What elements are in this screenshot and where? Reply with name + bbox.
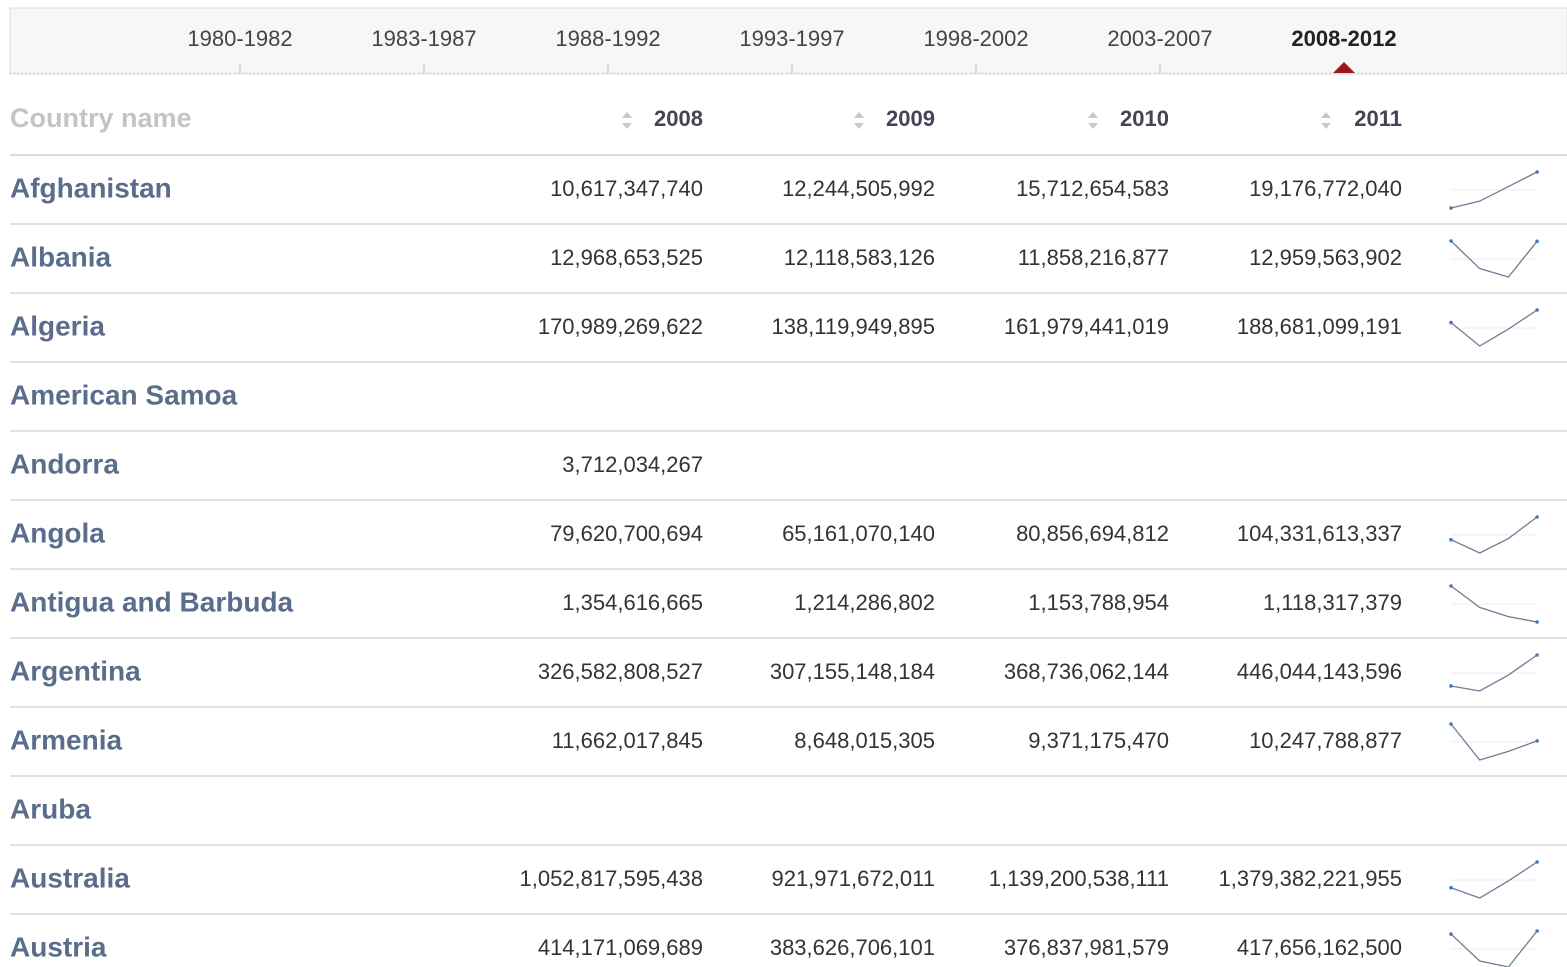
sort-icon: [1321, 112, 1331, 129]
sparkline-dot: [1535, 515, 1539, 519]
selected-marker: [1333, 62, 1355, 73]
value-cell: 10,617,347,740: [550, 176, 703, 201]
year-header[interactable]: 2008: [654, 106, 703, 131]
value-cell: 170,989,269,622: [538, 314, 703, 339]
value-cell: 1,139,200,538,111: [989, 866, 1169, 891]
sparkline-dot: [1535, 170, 1539, 174]
sparkline-dot: [1449, 239, 1453, 243]
value-cell: 1,354,616,665: [562, 590, 703, 615]
sparkline-dot: [1535, 308, 1539, 312]
sparkline-dot: [1535, 929, 1539, 933]
value-cell: 11,858,216,877: [1018, 245, 1169, 270]
sparkline-dot: [1535, 620, 1539, 624]
sparkline-dot: [1449, 537, 1453, 542]
sort-icon: [622, 112, 632, 129]
value-cell: 3,712,034,267: [562, 452, 703, 477]
year-header[interactable]: 2011: [1354, 106, 1402, 131]
sparkline-dot: [1449, 206, 1453, 210]
country-name[interactable]: Armenia: [10, 724, 122, 755]
value-cell: 921,971,672,011: [771, 866, 935, 891]
value-cell: 19,176,772,040: [1249, 176, 1402, 201]
country-name[interactable]: Andorra: [10, 448, 119, 479]
value-cell: 446,044,143,596: [1237, 659, 1402, 684]
sparkline-dot: [1449, 584, 1453, 588]
country-name[interactable]: Australia: [10, 862, 130, 893]
sparkline: [1450, 861, 1538, 899]
sparkline-dot: [1535, 653, 1539, 657]
country-name[interactable]: Albania: [10, 241, 112, 272]
year-header[interactable]: 2009: [886, 106, 935, 131]
period-tab[interactable]: 1980-1982: [187, 26, 292, 51]
sparkline: [1450, 516, 1538, 554]
period-tab[interactable]: 2008-2012: [1291, 26, 1396, 51]
country-name[interactable]: Austria: [10, 931, 107, 962]
period-tab[interactable]: 1998-2002: [923, 26, 1028, 51]
country-name[interactable]: Aruba: [10, 793, 91, 824]
sparkline-dot: [1449, 684, 1453, 688]
country-name[interactable]: Algeria: [10, 310, 105, 341]
value-cell: 1,214,286,802: [794, 590, 935, 615]
value-cell: 80,856,694,812: [1016, 521, 1169, 546]
value-cell: 307,155,148,184: [770, 659, 935, 684]
country-name[interactable]: American Samoa: [10, 379, 238, 410]
value-cell: 1,379,382,221,955: [1218, 866, 1402, 891]
country-header[interactable]: Country name: [10, 103, 192, 133]
value-cell: 12,968,653,525: [550, 245, 703, 270]
value-cell: 326,582,808,527: [538, 659, 703, 684]
value-cell: 12,118,583,126: [784, 245, 935, 270]
value-cell: 376,837,981,579: [1004, 935, 1169, 960]
sparkline: [1450, 309, 1538, 347]
sparkline-dot: [1449, 320, 1453, 325]
year-header[interactable]: 2010: [1120, 106, 1169, 131]
period-tab[interactable]: 1993-1997: [739, 26, 844, 51]
value-cell: 12,959,563,902: [1249, 245, 1402, 270]
country-name[interactable]: Angola: [10, 517, 105, 548]
sparkline: [1450, 240, 1538, 278]
value-cell: 8,648,015,305: [794, 728, 935, 753]
country-name[interactable]: Argentina: [10, 655, 141, 686]
period-tab[interactable]: 1988-1992: [555, 26, 660, 51]
sparkline-dot: [1449, 722, 1453, 726]
sparkline: [1450, 171, 1538, 209]
value-cell: 368,736,062,144: [1004, 659, 1169, 684]
value-cell: 10,247,788,877: [1249, 728, 1402, 753]
country-name[interactable]: Antigua and Barbuda: [10, 586, 294, 617]
value-cell: 9,371,175,470: [1028, 728, 1169, 753]
value-cell: 383,626,706,101: [770, 935, 935, 960]
value-cell: 1,153,788,954: [1028, 590, 1169, 615]
value-cell: 417,656,162,500: [1237, 935, 1402, 960]
sparkline-dot: [1535, 739, 1539, 743]
sparkline-dot: [1449, 885, 1453, 890]
value-cell: 11,662,017,845: [552, 728, 703, 753]
value-cell: 414,171,069,689: [538, 935, 703, 960]
value-cell: 65,161,070,140: [782, 521, 935, 546]
sort-icon: [1088, 112, 1098, 129]
sparkline: [1450, 930, 1538, 967]
value-cell: 104,331,613,337: [1237, 521, 1402, 546]
period-tab[interactable]: 2003-2007: [1107, 26, 1212, 51]
value-cell: 138,119,949,895: [771, 314, 935, 339]
sparkline: [1450, 723, 1538, 761]
sparkline-dot: [1535, 860, 1539, 864]
value-cell: 1,052,817,595,438: [519, 866, 703, 891]
value-cell: 79,620,700,694: [550, 521, 703, 546]
sort-icon: [854, 112, 864, 129]
value-cell: 15,712,654,583: [1016, 176, 1169, 201]
country-name[interactable]: Afghanistan: [10, 172, 172, 203]
sparkline-dot: [1535, 239, 1539, 244]
value-cell: 12,244,505,992: [782, 176, 935, 201]
period-tab[interactable]: 1983-1987: [371, 26, 476, 51]
tab-bar: [9, 7, 1567, 75]
sparkline: [1450, 585, 1538, 623]
value-cell: 188,681,099,191: [1237, 314, 1402, 339]
value-cell: 1,118,317,379: [1263, 590, 1402, 615]
value-cell: 161,979,441,019: [1004, 314, 1169, 339]
sparkline: [1450, 654, 1538, 692]
sparkline-dot: [1449, 932, 1453, 936]
